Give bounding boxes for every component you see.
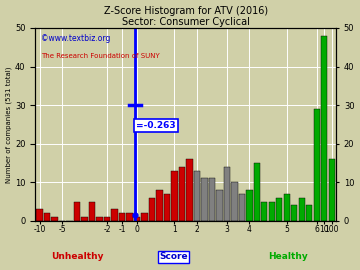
Bar [246,190,252,221]
Text: Score: Score [159,252,188,261]
Bar [186,159,193,221]
Bar [36,209,43,221]
Bar [216,190,222,221]
Bar [224,167,230,221]
Bar [298,198,305,221]
Bar [126,213,133,221]
Bar [51,217,58,221]
Bar [179,167,185,221]
Bar [209,178,215,221]
Bar [164,194,170,221]
Text: The Research Foundation of SUNY: The Research Foundation of SUNY [41,53,160,59]
Bar [194,171,200,221]
Title: Z-Score Histogram for ATV (2016)
Sector: Consumer Cyclical: Z-Score Histogram for ATV (2016) Sector:… [104,6,268,27]
Bar [74,202,80,221]
Bar [171,171,177,221]
Bar [239,194,245,221]
Bar [149,198,155,221]
Bar [96,217,103,221]
Y-axis label: Number of companies (531 total): Number of companies (531 total) [5,66,12,183]
Bar [329,159,335,221]
Text: ©www.textbiz.org: ©www.textbiz.org [41,34,111,43]
Bar [306,205,312,221]
Bar [104,217,110,221]
Bar [254,163,260,221]
Text: Unhealthy: Unhealthy [51,252,104,261]
Text: Healthy: Healthy [268,252,308,261]
Bar [89,202,95,221]
Bar [44,213,50,221]
Bar [134,217,140,221]
Bar [231,182,238,221]
Bar [321,36,327,221]
Bar [269,202,275,221]
Bar [141,213,148,221]
Bar [111,209,118,221]
Bar [81,217,88,221]
Bar [276,198,283,221]
Text: =-0.263: =-0.263 [136,121,176,130]
Bar [261,202,267,221]
Bar [156,190,163,221]
Bar [284,194,290,221]
Bar [291,205,297,221]
Bar [314,109,320,221]
Bar [119,213,125,221]
Bar [201,178,208,221]
